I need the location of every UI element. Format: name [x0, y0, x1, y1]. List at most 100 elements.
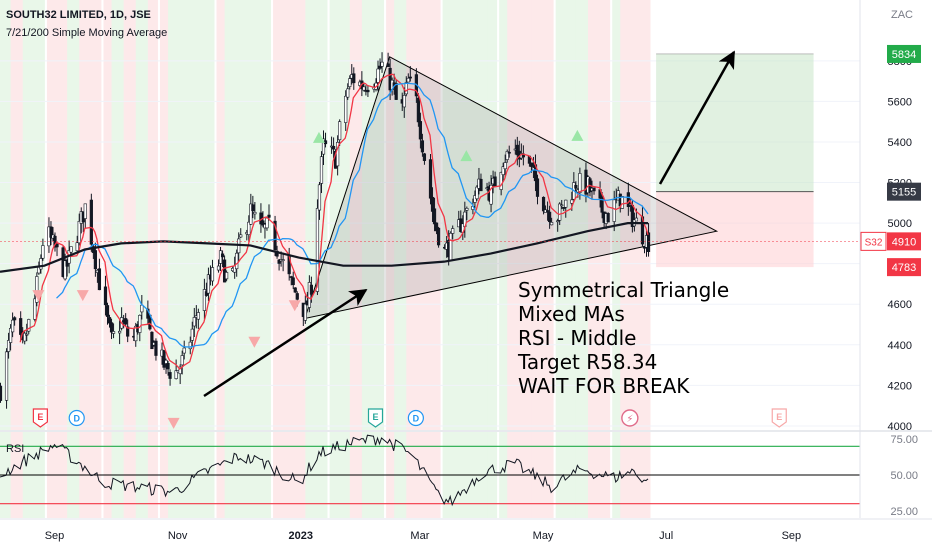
candle-body — [25, 333, 29, 336]
band-main — [55, 0, 70, 430]
band-main — [519, 0, 534, 430]
buy-signal-marker — [571, 129, 584, 141]
candle-body — [39, 258, 43, 270]
candle-body — [225, 272, 229, 280]
candle-body — [162, 350, 166, 368]
candle-body — [404, 82, 408, 95]
candle-body — [606, 213, 610, 223]
time-tick-label: Mar — [410, 530, 429, 542]
target-box-profit — [656, 53, 814, 192]
candle-body — [239, 234, 243, 238]
candle-body — [235, 252, 239, 270]
candle-body — [592, 187, 596, 192]
candle-body — [560, 204, 564, 207]
candle-body — [267, 214, 271, 218]
triangle-shape — [304, 56, 719, 320]
candle-body — [281, 259, 285, 261]
dividend-badge — [407, 409, 424, 427]
band-main — [168, 0, 183, 430]
candle-body — [291, 277, 295, 286]
event-marker: E — [367, 408, 384, 428]
candle-body — [109, 322, 114, 333]
candle-body — [126, 326, 130, 337]
candle-body — [422, 153, 427, 161]
band-main — [281, 0, 296, 430]
candle-body — [309, 284, 313, 295]
candle-body — [216, 265, 221, 271]
candle-body — [541, 196, 546, 212]
band-main — [46, 0, 58, 430]
candle-body — [428, 159, 433, 199]
band-main — [563, 0, 578, 430]
candle-body — [578, 173, 582, 193]
band-main — [192, 0, 207, 430]
candle-body — [107, 317, 112, 324]
band-main — [293, 0, 308, 430]
candle-body — [140, 304, 144, 313]
sell-signal-marker — [288, 300, 301, 312]
target-box-stop — [656, 191, 814, 268]
symbol-tag-text: S32 — [865, 237, 883, 248]
price-axis[interactable]: ZAC4000420044004600480050005200540056005… — [0, 0, 921, 518]
rsi-pane: RSI 25.00 50.00 75.00 — [0, 430, 932, 518]
candle-body — [515, 144, 519, 156]
candle-body — [416, 97, 420, 123]
earnings-badge — [367, 408, 384, 428]
band-main — [216, 0, 227, 430]
candle-body — [323, 140, 328, 145]
band-main — [612, 0, 623, 430]
sell-signal-marker — [76, 290, 89, 302]
event-marker: ⚡ — [621, 409, 639, 427]
note-line-1: Symmetrical Triangle — [518, 278, 730, 302]
rsi-tick-label: 50.00 — [890, 470, 918, 482]
candle-body — [362, 86, 366, 91]
candle-body — [562, 207, 566, 209]
band-main — [111, 0, 126, 430]
candle-body — [505, 151, 509, 160]
candle-body — [222, 259, 227, 283]
candle-body — [77, 220, 81, 244]
candle-body — [352, 73, 356, 84]
candle-body — [479, 178, 483, 192]
candle-body — [23, 332, 27, 342]
candle-body — [564, 199, 568, 208]
band-main — [442, 0, 453, 430]
target-box — [656, 53, 814, 268]
candle-body — [380, 61, 384, 67]
candle-body — [319, 156, 324, 184]
dividend-badge-label: D — [73, 414, 80, 424]
candle-body — [27, 319, 31, 332]
note-line-3: RSI - Middle — [518, 326, 637, 350]
band-main — [450, 0, 465, 430]
sell-signal-marker — [248, 336, 261, 348]
band-main — [329, 0, 340, 430]
candle-body — [432, 208, 437, 225]
time-axis[interactable]: Sep Nov 2023 Mar May Jul Sep — [0, 518, 932, 542]
candle-body — [346, 88, 350, 98]
candle-body — [0, 385, 3, 401]
band-main — [587, 0, 603, 430]
earnings-badge-label: E — [37, 412, 43, 422]
band-main — [260, 0, 271, 430]
candle-body — [55, 243, 59, 248]
time-tick-label: May — [533, 530, 554, 542]
price-tick-label: 4600 — [888, 299, 912, 311]
band-main — [273, 0, 284, 430]
candle-body — [408, 76, 412, 79]
event-markers: E D E D ⚡ E — [32, 129, 787, 429]
band-main — [531, 0, 546, 430]
band-main — [10, 0, 25, 430]
band-main — [317, 0, 328, 430]
candle-body — [376, 68, 380, 83]
price-tick-label: 5400 — [888, 137, 912, 149]
candle-body — [612, 199, 616, 222]
candle-body — [204, 291, 209, 296]
candle-body — [6, 340, 11, 352]
candle-body — [180, 355, 184, 366]
candle-body — [251, 204, 255, 212]
candle-body — [93, 250, 97, 270]
event-marker: D — [407, 409, 424, 427]
time-tick-label: Sep — [45, 530, 65, 542]
candle-body — [138, 314, 142, 333]
